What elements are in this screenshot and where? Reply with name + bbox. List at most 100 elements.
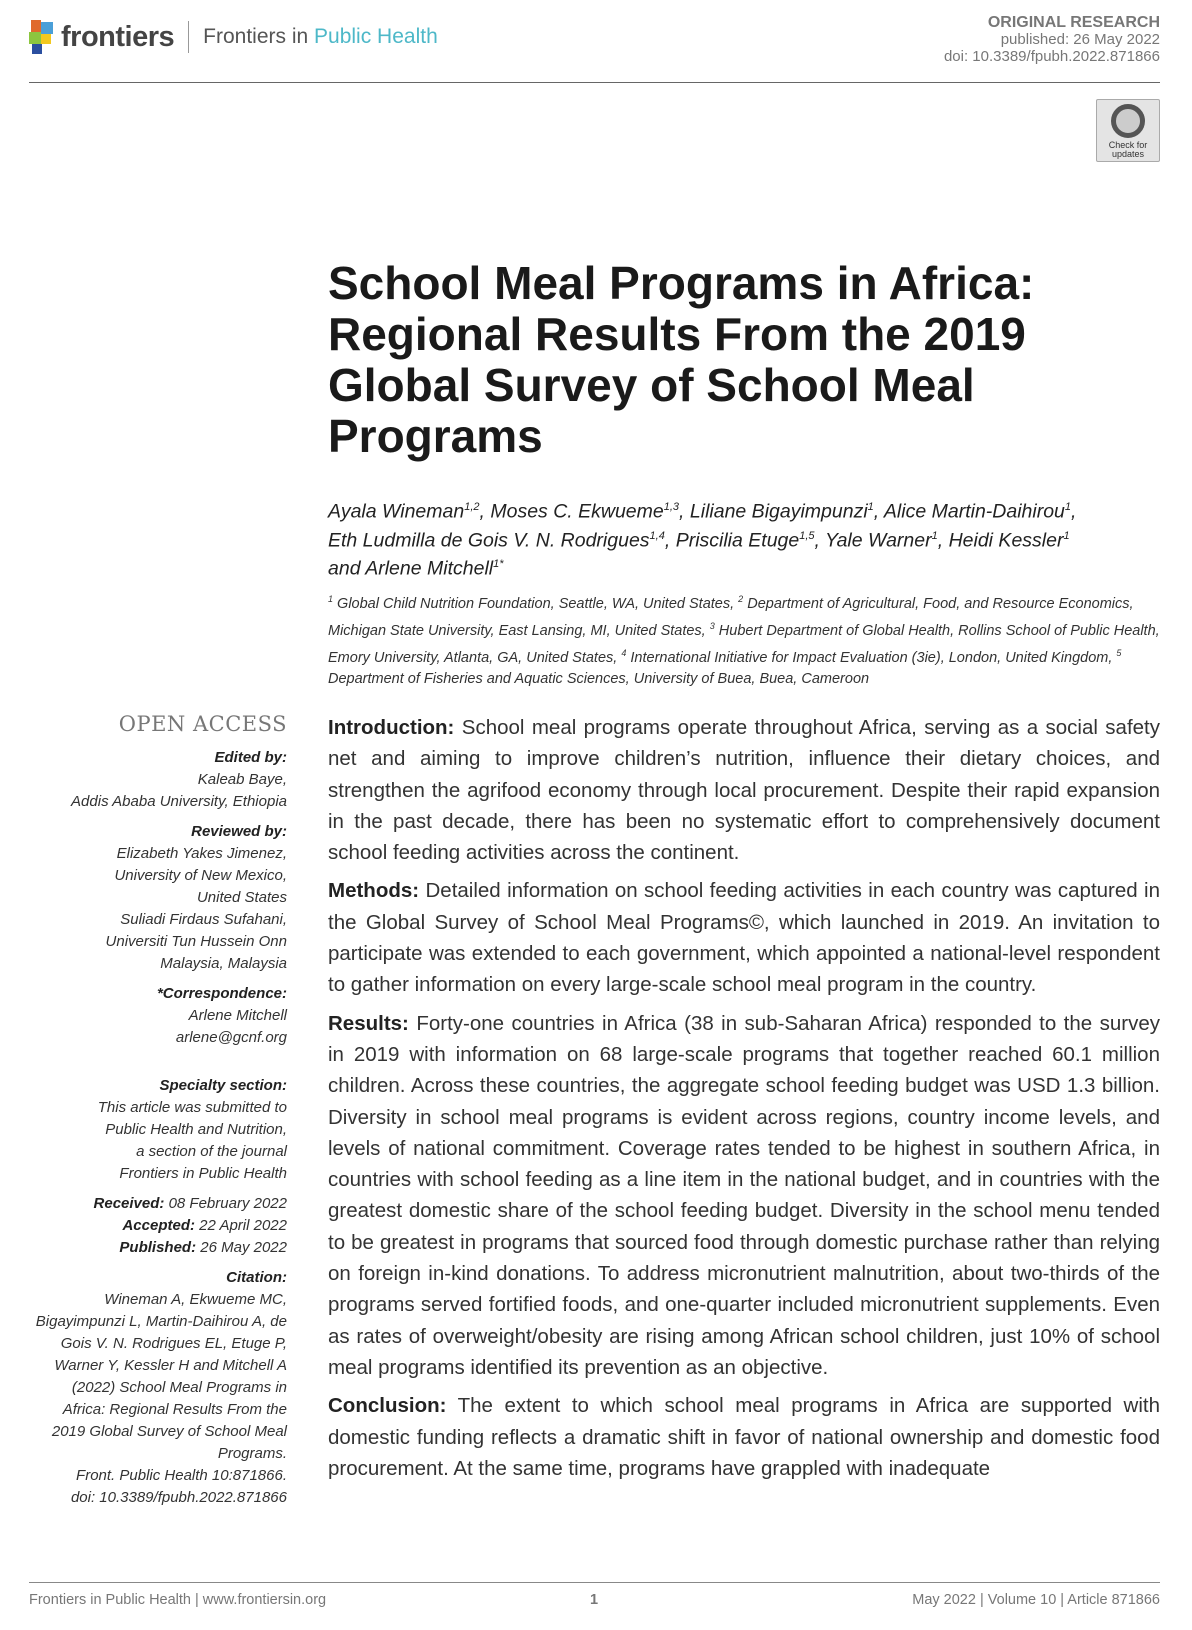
citation: Citation: Wineman A, Ekwueme MC, Bigayimpu… (29, 1267, 287, 1509)
citation-line: Programs. (217, 1445, 287, 1462)
received-date: 08 February 2022 (168, 1195, 287, 1212)
specialty-line: a section of the journal (136, 1143, 287, 1160)
correspondence: *Correspondence: Arlene Mitchell arlene@gc… (29, 983, 287, 1049)
author-list: Ayala Wineman1,2, Moses C. Ekwueme1,3, L… (328, 500, 1077, 580)
section-label: Conclusion: (328, 1394, 447, 1418)
editor-line: Addis Ababa University, Ethiopia (71, 793, 287, 810)
author-affiliation-sup: 1 (1064, 501, 1072, 513)
affiliations: 1 Global Child Nutrition Foundation, Sea… (328, 588, 1168, 690)
check-updates-label: Check for updates (1108, 140, 1148, 159)
edited-by: Edited by: Kaleab Baye, Addis Ababa Univer… (29, 747, 287, 813)
reviewer-line: Elizabeth Yakes Jimenez, (116, 845, 287, 862)
affiliation-text: International Initiative for Impact Eval… (630, 649, 1113, 666)
reviewed-by-label: Reviewed by: (191, 823, 287, 840)
author-affiliation-sup: 1* (493, 558, 504, 570)
author-affiliation-sup: 1 (931, 529, 938, 542)
author-name[interactable]: Moses C. Ekwueme (490, 500, 664, 523)
open-access-label: OPEN ACCESS (118, 712, 287, 736)
specialty-line: This article was submitted to (97, 1099, 287, 1116)
reviewer-line: United States (196, 889, 287, 906)
article-type: ORIGINAL RESEARCH (987, 14, 1160, 31)
correspondence-line: Arlene Mitchell (188, 1007, 287, 1024)
footer-issue-info: May 2022 | Volume 10 | Article 871866 (912, 1592, 1160, 1608)
citation-line: Wineman A, Ekwueme MC, (104, 1291, 287, 1308)
journal-prefix: Frontiers in (203, 25, 309, 48)
affiliation-text: Department of Agricultural, Food, and Re… (328, 595, 1134, 639)
citation-line: Bigayimpunzi L, Martin-Daihirou A, de (35, 1313, 287, 1330)
affiliation-sup: 3 (709, 620, 715, 631)
citation-line: Warner Y, Kessler H and Mitchell A (54, 1357, 287, 1374)
published-date: published: 26 May 2022 (1000, 31, 1160, 48)
citation-line: Gois V. N. Rodrigues EL, Etuge P, (60, 1335, 287, 1352)
section-text: Detailed information on school feeding a… (328, 879, 1160, 997)
frontiers-logo[interactable]: frontiers Frontiers in Public Health (29, 20, 438, 54)
section-text: The extent to which school meal programs… (328, 1394, 1160, 1480)
check-for-updates-button[interactable]: Check for updates (1096, 99, 1160, 162)
accepted-date: 22 April 2022 (199, 1217, 287, 1234)
header-divider (29, 82, 1160, 83)
abstract-section-introduction: Introduction: School meal programs opera… (328, 712, 1160, 868)
author-name[interactable]: Liliane Bigayimpunzi (689, 500, 868, 523)
correspondence-line[interactable]: arlene@gcnf.org (175, 1029, 287, 1046)
section-text: Forty-one countries in Africa (38 in sub… (328, 1011, 1160, 1379)
author-name[interactable]: Heidi Kessler (948, 529, 1064, 551)
article-title: School Meal Programs in Africa: Regional… (328, 257, 1035, 462)
reviewed-by: Reviewed by: Elizabeth Yakes Jimenez, Univ… (29, 821, 287, 975)
affiliation-sup: 1 (328, 594, 334, 604)
reviewer-line: Malaysia, Malaysia (160, 955, 287, 972)
specialty-section: Specialty section: This article was submi… (29, 1075, 287, 1185)
reviewer-line: Suliadi Firdaus Sufahani, (120, 911, 287, 928)
page-number: 1 (590, 1592, 599, 1608)
citation-line: Africa: Regional Results From the (62, 1401, 287, 1418)
affiliation-text: Hubert Department of Global Health, Roll… (328, 622, 1160, 666)
author-name[interactable]: Yale Warner (825, 529, 932, 551)
abstract-section-results: Results: Forty-one countries in Africa (… (328, 1008, 1160, 1384)
author-name[interactable]: Ayala Wineman (328, 500, 465, 523)
journal-title: Public Health (314, 25, 438, 48)
doi-link[interactable]: doi: 10.3389/fpubh.2022.871866 (943, 48, 1160, 65)
abstract: Introduction: School meal programs opera… (328, 712, 1160, 1491)
sidebar: OPEN ACCESS Edited by: Kaleab Baye, Addis … (29, 713, 287, 1517)
frontiers-logo-icon (29, 20, 55, 54)
author-affiliation-sup: 1 (867, 501, 874, 513)
section-label: Introduction: (328, 716, 455, 739)
section-label: Methods: (328, 879, 420, 903)
author-name[interactable]: Eth Ludmilla de Gois V. N. Rodrigues (328, 529, 650, 551)
specialty-label: Specialty section: (159, 1077, 287, 1094)
correspondence-label: *Correspondence: (156, 985, 287, 1002)
footer-divider (29, 1582, 1160, 1583)
published-date-side: 26 May 2022 (200, 1239, 287, 1256)
author-affiliation-sup: 1,5 (799, 529, 815, 542)
author-affiliation-sup: 1,4 (649, 529, 665, 542)
affiliation-sup: 2 (738, 594, 744, 604)
affiliation-sup: 5 (1116, 647, 1122, 658)
affiliation-text: Department of Fisheries and Aquatic Scie… (328, 671, 870, 688)
abstract-section-methods: Methods: Detailed information on school … (328, 875, 1160, 1000)
editor-line: Kaleab Baye, (197, 771, 287, 788)
specialty-line: Frontiers in Public Health (119, 1165, 287, 1182)
article-meta: ORIGINAL RESEARCH published: 26 May 2022… (944, 14, 1160, 65)
author-affiliation-sup: 1,3 (663, 501, 680, 513)
received-label: Received: (93, 1195, 165, 1212)
edited-by-label: Edited by: (214, 749, 287, 766)
author-name[interactable]: and Arlene Mitchell (328, 557, 494, 580)
section-label: Results: (328, 1011, 409, 1035)
author-name[interactable]: Alice Martin-Daihirou (883, 500, 1065, 523)
published-label: Published: (119, 1239, 197, 1256)
brand-name: frontiers (61, 20, 175, 53)
author-name[interactable]: Priscilia Etuge (675, 529, 800, 551)
bookmark-icon (1111, 104, 1145, 138)
citation-line: (2022) School Meal Programs in (71, 1379, 287, 1396)
affiliation-sup: 4 (621, 647, 627, 658)
section-text: School meal programs operate throughout … (328, 716, 1160, 865)
logo-divider (188, 21, 190, 53)
reviewer-line: University of New Mexico, (114, 867, 287, 884)
citation-label: Citation: (226, 1269, 287, 1286)
citation-line: Front. Public Health 10:871866. (76, 1467, 287, 1484)
affiliation-text: Global Child Nutrition Foundation, Seatt… (337, 595, 735, 612)
journal-name: Frontiers in Public Health (203, 25, 438, 49)
dates: Received: 08 February 2022 Accepted: 22 … (29, 1193, 287, 1259)
footer-journal-link[interactable]: Frontiers in Public Health | www.frontie… (29, 1592, 327, 1608)
reviewer-line: Universiti Tun Hussein Onn (105, 933, 287, 950)
author-affiliation-sup: 1 (1063, 529, 1070, 542)
